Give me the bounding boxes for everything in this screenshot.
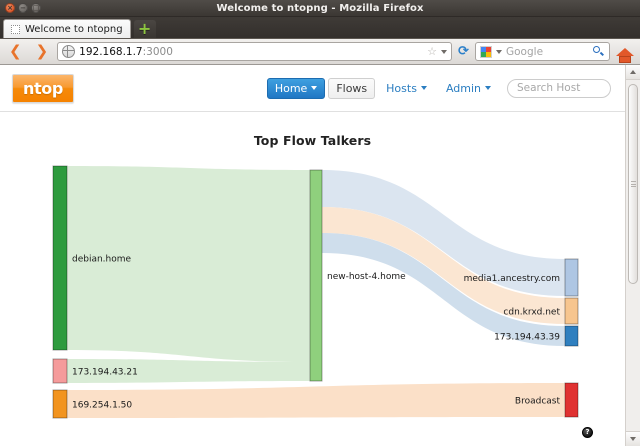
browser-search-box[interactable]: Google <box>475 42 610 61</box>
url-port: :3000 <box>142 45 173 58</box>
scroll-up-arrow[interactable] <box>626 65 640 80</box>
scrollbar-track[interactable] <box>626 80 640 431</box>
home-icon <box>616 47 634 63</box>
sankey-node[interactable]: cdn.krxd.net <box>503 297 579 325</box>
sankey-link[interactable] <box>67 359 310 383</box>
maximize-icon: □ <box>32 4 40 12</box>
nav-item-hosts[interactable]: Hosts <box>378 78 435 99</box>
sankey-node[interactable]: 173.194.43.39 <box>494 325 579 347</box>
minimize-icon: − <box>20 4 26 12</box>
tab-welcome-to-ntopng[interactable]: Welcome to ntopng <box>3 19 131 38</box>
host-search-input[interactable]: Search Host <box>507 78 611 98</box>
nav-item-hosts-label: Hosts <box>386 81 417 95</box>
sankey-link[interactable] <box>67 166 310 362</box>
nav-item-admin[interactable]: Admin <box>438 78 499 99</box>
home-button[interactable] <box>614 42 636 63</box>
window-titlebar: × − □ Welcome to ntopng - Mozilla Firefo… <box>0 0 640 17</box>
tab-label: Welcome to ntopng <box>25 23 123 35</box>
chevron-down-icon[interactable] <box>441 49 447 54</box>
browser-viewport: ntop Home Flows Hosts Admin <box>0 65 640 446</box>
sankey-node[interactable]: new-host-4.home <box>309 169 406 382</box>
nav-item-home-label: Home <box>274 81 308 95</box>
ntopng-page: ntop Home Flows Hosts Admin <box>0 65 625 446</box>
sankey-chart: debian.home 173.194.43.21 169.254.1.50 new-… <box>0 65 625 446</box>
back-button[interactable]: ❮ <box>9 42 22 60</box>
ntop-header: ntop Home Flows Hosts Admin <box>0 65 625 112</box>
window-controls: × − □ <box>0 3 41 13</box>
tab-favicon-icon <box>11 24 20 34</box>
sankey-node-label: new-host-4.home <box>327 272 406 282</box>
sankey-node[interactable]: 169.254.1.50 <box>52 389 132 419</box>
sankey-node[interactable]: media1.ancestry.com <box>464 258 579 297</box>
close-window-button[interactable]: × <box>5 3 15 13</box>
sankey-node-label: Broadcast <box>515 397 561 407</box>
magnifier-icon[interactable] <box>592 45 605 58</box>
tab-strip: Welcome to ntopng + <box>0 17 640 38</box>
chevron-up-icon <box>630 70 636 74</box>
sankey-link[interactable] <box>322 207 565 324</box>
ntop-navigation: Home Flows Hosts Admin Se <box>266 77 613 99</box>
sankey-node-label: 173.194.43.39 <box>494 333 560 343</box>
nav-item-admin-label: Admin <box>445 81 481 95</box>
sankey-node-label: media1.ancestry.com <box>464 274 560 284</box>
ntop-logo-text: ntop <box>23 78 63 98</box>
chevron-down-icon <box>630 437 636 441</box>
sankey-node-rect[interactable] <box>52 358 68 384</box>
sankey-node-label: debian.home <box>72 255 132 265</box>
scrollbar-grip-icon <box>630 180 636 189</box>
sankey-link[interactable] <box>67 383 565 418</box>
nav-item-flows[interactable]: Flows <box>328 77 376 99</box>
navigation-toolbar: ❮ ❯ 192.168.1.7:3000 ☆ ⟳ Google <box>0 38 640 65</box>
sankey-svg: debian.home 173.194.43.21 169.254.1.50 new-… <box>52 165 579 419</box>
url-host: 192.168.1.7 <box>79 45 143 58</box>
url-text: 192.168.1.7:3000 <box>79 46 423 58</box>
sankey-node[interactable]: 173.194.43.21 <box>52 358 138 384</box>
scrollbar-thumb[interactable] <box>628 84 638 284</box>
new-tab-button[interactable]: + <box>133 19 156 38</box>
host-search-placeholder: Search Host <box>517 82 581 94</box>
maximize-window-button[interactable]: □ <box>31 3 41 13</box>
nav-item-home[interactable]: Home <box>266 77 326 99</box>
sankey-node-rect[interactable] <box>564 382 579 418</box>
google-icon <box>480 45 492 58</box>
sankey-link[interactable] <box>322 233 565 346</box>
sankey-node-label: cdn.krxd.net <box>503 308 560 318</box>
page-scrollbar[interactable] <box>625 65 640 446</box>
sankey-node-rect[interactable] <box>564 325 579 347</box>
nav-item-flows-label: Flows <box>336 81 368 95</box>
sankey-link[interactable] <box>322 170 565 296</box>
chevron-down-icon <box>485 86 491 90</box>
sankey-node-rect[interactable] <box>564 297 579 325</box>
plus-icon: + <box>137 19 152 38</box>
help-badge[interactable]: ? <box>582 427 593 438</box>
sankey-node-rect[interactable] <box>309 169 323 382</box>
ntop-logo[interactable]: ntop <box>12 73 74 103</box>
page-title: Top Flow Talkers <box>253 133 372 148</box>
close-icon: × <box>7 4 13 12</box>
search-engine-chevron-down-icon[interactable] <box>496 49 502 54</box>
scroll-down-arrow[interactable] <box>626 431 640 446</box>
sankey-node-rect[interactable] <box>52 389 68 419</box>
chevron-down-icon <box>420 86 427 90</box>
sankey-node[interactable]: Broadcast <box>515 382 579 418</box>
chevron-down-icon <box>311 86 318 90</box>
window-title: Welcome to ntopng - Mozilla Firefox <box>216 2 424 14</box>
browser-search-input[interactable]: Google <box>506 45 544 58</box>
sankey-node-rect[interactable] <box>52 165 68 351</box>
sankey-node-label: 173.194.43.21 <box>72 368 138 378</box>
globe-icon <box>62 45 76 58</box>
forward-button[interactable]: ❯ <box>35 42 49 60</box>
minimize-window-button[interactable]: − <box>18 3 28 13</box>
address-bar[interactable]: 192.168.1.7:3000 ☆ <box>57 42 452 61</box>
reload-icon[interactable]: ⟳ <box>458 44 469 59</box>
sankey-node[interactable]: debian.home <box>52 165 132 351</box>
bookmark-star-icon[interactable]: ☆ <box>427 45 437 58</box>
sankey-node-rect[interactable] <box>564 258 579 297</box>
sankey-node-label: 169.254.1.50 <box>72 401 132 411</box>
